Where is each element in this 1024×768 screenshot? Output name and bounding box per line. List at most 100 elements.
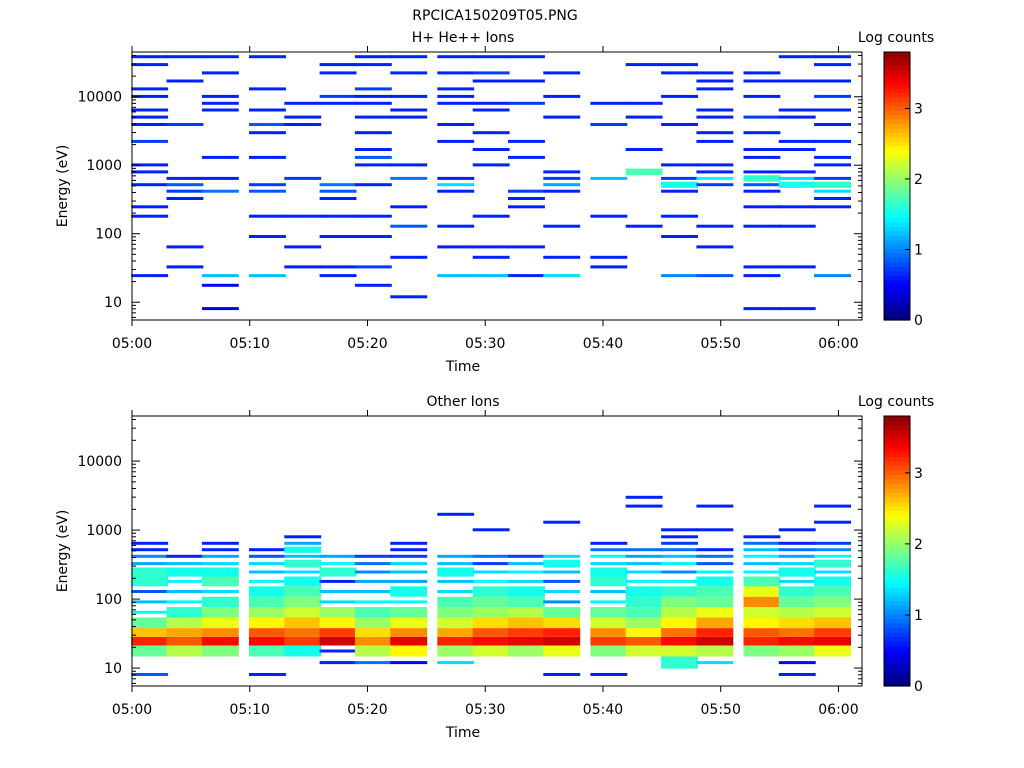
heatmap-cell bbox=[131, 94, 169, 98]
heatmap-cell bbox=[543, 579, 581, 583]
colorbar-segment bbox=[884, 465, 910, 471]
heatmap-cell bbox=[201, 645, 239, 657]
heatmap-cell bbox=[778, 673, 816, 676]
heatmap-cell bbox=[390, 636, 428, 646]
heatmap-cell bbox=[390, 607, 428, 618]
heatmap-cell bbox=[508, 636, 545, 646]
heatmap-cell bbox=[778, 108, 816, 112]
heatmap-cell bbox=[543, 255, 581, 259]
heatmap-cell bbox=[131, 123, 169, 126]
colorbar-segment bbox=[884, 270, 910, 276]
colorbar-segment bbox=[884, 420, 910, 426]
heatmap-cell bbox=[249, 628, 286, 637]
heatmap-cell bbox=[472, 628, 510, 637]
colorbar-segment bbox=[884, 127, 910, 133]
heatmap-cell bbox=[131, 636, 169, 646]
heatmap-cells bbox=[131, 55, 851, 311]
heatmap-cell bbox=[390, 579, 428, 583]
colorbar-label: Log counts bbox=[858, 394, 934, 410]
colorbar-segment bbox=[884, 119, 910, 125]
heatmap-cell bbox=[201, 94, 239, 98]
heatmap-cell bbox=[319, 189, 357, 193]
colorbar-segment bbox=[884, 203, 910, 209]
x-axis-label: Time bbox=[445, 359, 480, 375]
heatmap-cell bbox=[319, 71, 357, 75]
heatmap-cell bbox=[472, 55, 510, 59]
heatmap-cell bbox=[166, 636, 204, 646]
heatmap-cell bbox=[472, 148, 510, 151]
heatmap-cell bbox=[778, 661, 816, 665]
heatmap-cell bbox=[131, 63, 169, 67]
heatmap-cell bbox=[696, 79, 734, 83]
heatmap-cell bbox=[319, 554, 357, 558]
colorbar-segment bbox=[884, 74, 910, 80]
heatmap-cell bbox=[625, 645, 663, 657]
heatmap-cell bbox=[778, 548, 816, 552]
x-tick-label: 05:50 bbox=[701, 702, 741, 718]
heatmap-cell bbox=[661, 189, 698, 193]
heatmap-cell bbox=[131, 87, 169, 91]
heatmap-cell bbox=[661, 656, 698, 669]
heatmap-cell bbox=[543, 607, 581, 618]
heatmap-cell bbox=[354, 265, 392, 269]
heatmap-cell bbox=[201, 554, 239, 558]
heatmap-cell bbox=[814, 181, 851, 188]
colorbar-tick-label: 2 bbox=[914, 172, 923, 188]
heatmap-cell bbox=[354, 283, 392, 287]
heatmap-cell bbox=[743, 189, 781, 193]
heatmap-cell bbox=[249, 636, 286, 646]
heatmap-cell bbox=[814, 570, 851, 574]
heatmap-cell bbox=[661, 579, 698, 583]
heatmap-cell bbox=[543, 520, 581, 524]
heatmap-cell bbox=[543, 570, 581, 574]
heatmap-cell bbox=[131, 590, 169, 593]
heatmap-cell bbox=[814, 189, 851, 193]
y-tick-label: 1000 bbox=[86, 158, 122, 174]
heatmap-cell bbox=[131, 548, 169, 552]
colorbar-segment bbox=[884, 681, 910, 687]
colorbar-segment bbox=[884, 519, 910, 525]
heatmap-cell bbox=[319, 214, 357, 218]
heatmap-cell bbox=[590, 576, 628, 587]
heatmap-cell bbox=[778, 567, 816, 577]
colorbar-segment bbox=[884, 253, 910, 259]
heatmap-cell bbox=[437, 636, 475, 646]
heatmap-cell bbox=[354, 183, 392, 187]
heatmap-cell bbox=[166, 579, 204, 583]
heatmap-cell bbox=[625, 607, 663, 618]
heatmap-cell bbox=[131, 205, 169, 209]
heatmap-cell bbox=[437, 617, 475, 629]
heatmap-cell bbox=[778, 636, 816, 646]
heatmap-cell bbox=[743, 79, 781, 83]
heatmap-cell bbox=[814, 155, 851, 159]
heatmap-cell bbox=[354, 570, 392, 574]
x-tick-label: 05:10 bbox=[230, 702, 270, 718]
heatmap-cell bbox=[437, 189, 475, 193]
colorbar-segment bbox=[884, 659, 910, 665]
heatmap-cell bbox=[696, 570, 734, 574]
x-tick-label: 05:20 bbox=[347, 702, 387, 718]
heatmap-cell bbox=[625, 63, 663, 67]
heatmap-cell bbox=[201, 596, 239, 608]
heatmap-cell bbox=[661, 63, 698, 67]
heatmap-cell bbox=[696, 528, 734, 532]
heatmap-cell bbox=[354, 617, 392, 629]
heatmap-cell bbox=[814, 559, 851, 568]
heatmap-cell bbox=[201, 607, 239, 618]
heatmap-cell bbox=[778, 55, 816, 59]
heatmap-cell bbox=[319, 183, 357, 187]
colorbar-segment bbox=[884, 600, 910, 606]
heatmap-cell bbox=[437, 87, 475, 91]
heatmap-cell bbox=[249, 673, 286, 676]
heatmap-cell bbox=[590, 607, 628, 618]
y-tick-label: 10000 bbox=[77, 90, 122, 106]
heatmap-cell bbox=[319, 617, 357, 629]
heatmap-cell bbox=[625, 554, 663, 558]
heatmap-cell bbox=[390, 108, 428, 112]
colorbar-segment bbox=[884, 168, 910, 174]
colorbar-segment bbox=[884, 479, 910, 485]
colorbar-segment bbox=[884, 447, 910, 453]
heatmap-cell bbox=[201, 155, 239, 159]
heatmap-cell bbox=[743, 131, 781, 135]
colorbar-segment bbox=[884, 302, 910, 308]
